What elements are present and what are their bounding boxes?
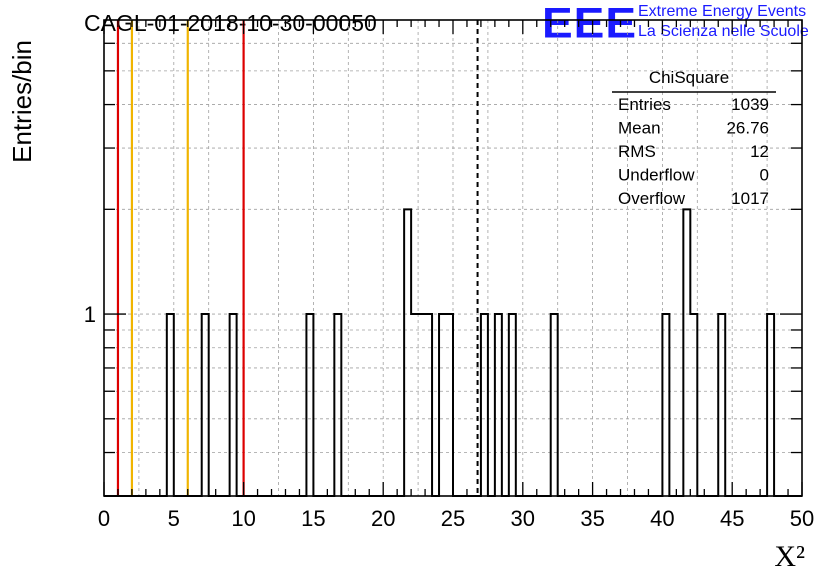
stats-label-rms: RMS: [618, 142, 656, 161]
histogram-layer: [104, 208, 802, 497]
x-tick-label: 0: [98, 506, 110, 531]
logo-caption-line2: La Scienza nelle Scuole: [638, 23, 809, 40]
stats-value-entries: 1039: [731, 95, 769, 114]
histogram-bin: [334, 314, 341, 496]
x-tick-label: 20: [371, 506, 395, 531]
histogram-bin: [439, 314, 446, 496]
histogram-outline: [104, 208, 802, 497]
histogram-bin: [404, 209, 411, 496]
histogram-bin: [690, 314, 697, 496]
x-tick-label: 30: [511, 506, 535, 531]
ticks-layer: 0 5 10 15 20 25 30 35 40 45 50 1: [84, 20, 814, 531]
stats-value-overflow: 1017: [731, 189, 769, 208]
stats-value-rms: 12: [750, 142, 769, 161]
histogram-bin: [683, 209, 690, 496]
stats-label-overflow: Overflow: [618, 189, 686, 208]
histogram-bin: [767, 314, 774, 496]
stats-value-underflow: 0: [760, 166, 769, 185]
x-tick-label: 10: [231, 506, 255, 531]
histogram-bin: [230, 314, 237, 496]
x-tick-label: 35: [580, 506, 604, 531]
y-axis-label: Entries/bin: [7, 40, 37, 163]
vertical-lines-layer: [116, 20, 479, 496]
histogram-bin: [718, 314, 725, 496]
histogram-bin: [418, 314, 425, 496]
x-tick-label: 50: [790, 506, 814, 531]
stats-label-underflow: Underflow: [618, 166, 695, 185]
histogram-bin: [167, 314, 174, 496]
x-tick-label: 45: [720, 506, 744, 531]
x-tick-label: 5: [168, 506, 180, 531]
histogram-bin: [446, 314, 453, 496]
histogram-bin: [481, 314, 488, 496]
logo-caption-line1: Extreme Energy Events: [638, 3, 807, 20]
histogram-bin: [425, 314, 432, 496]
stats-label-entries: Entries: [618, 95, 671, 114]
x-tick-label: 15: [301, 506, 325, 531]
histogram-bin: [495, 314, 502, 496]
histogram-bin: [411, 314, 418, 496]
histogram-bin: [662, 314, 669, 496]
x-tick-label: 25: [441, 506, 465, 531]
stats-title: ChiSquare: [649, 68, 729, 87]
x-tick-label: 40: [650, 506, 674, 531]
stats-box: ChiSquare Entries 1039 Mean 26.76 RMS 12 Underf…: [612, 68, 776, 208]
histogram-bin: [202, 314, 209, 496]
stats-value-mean: 26.76: [726, 119, 769, 138]
histogram-bin: [551, 314, 558, 496]
x-axis-label: X²: [774, 540, 805, 572]
stats-label-mean: Mean: [618, 119, 661, 138]
histogram-bin: [306, 314, 313, 496]
histogram-bin: [509, 314, 516, 496]
y-tick-label: 1: [84, 302, 96, 327]
